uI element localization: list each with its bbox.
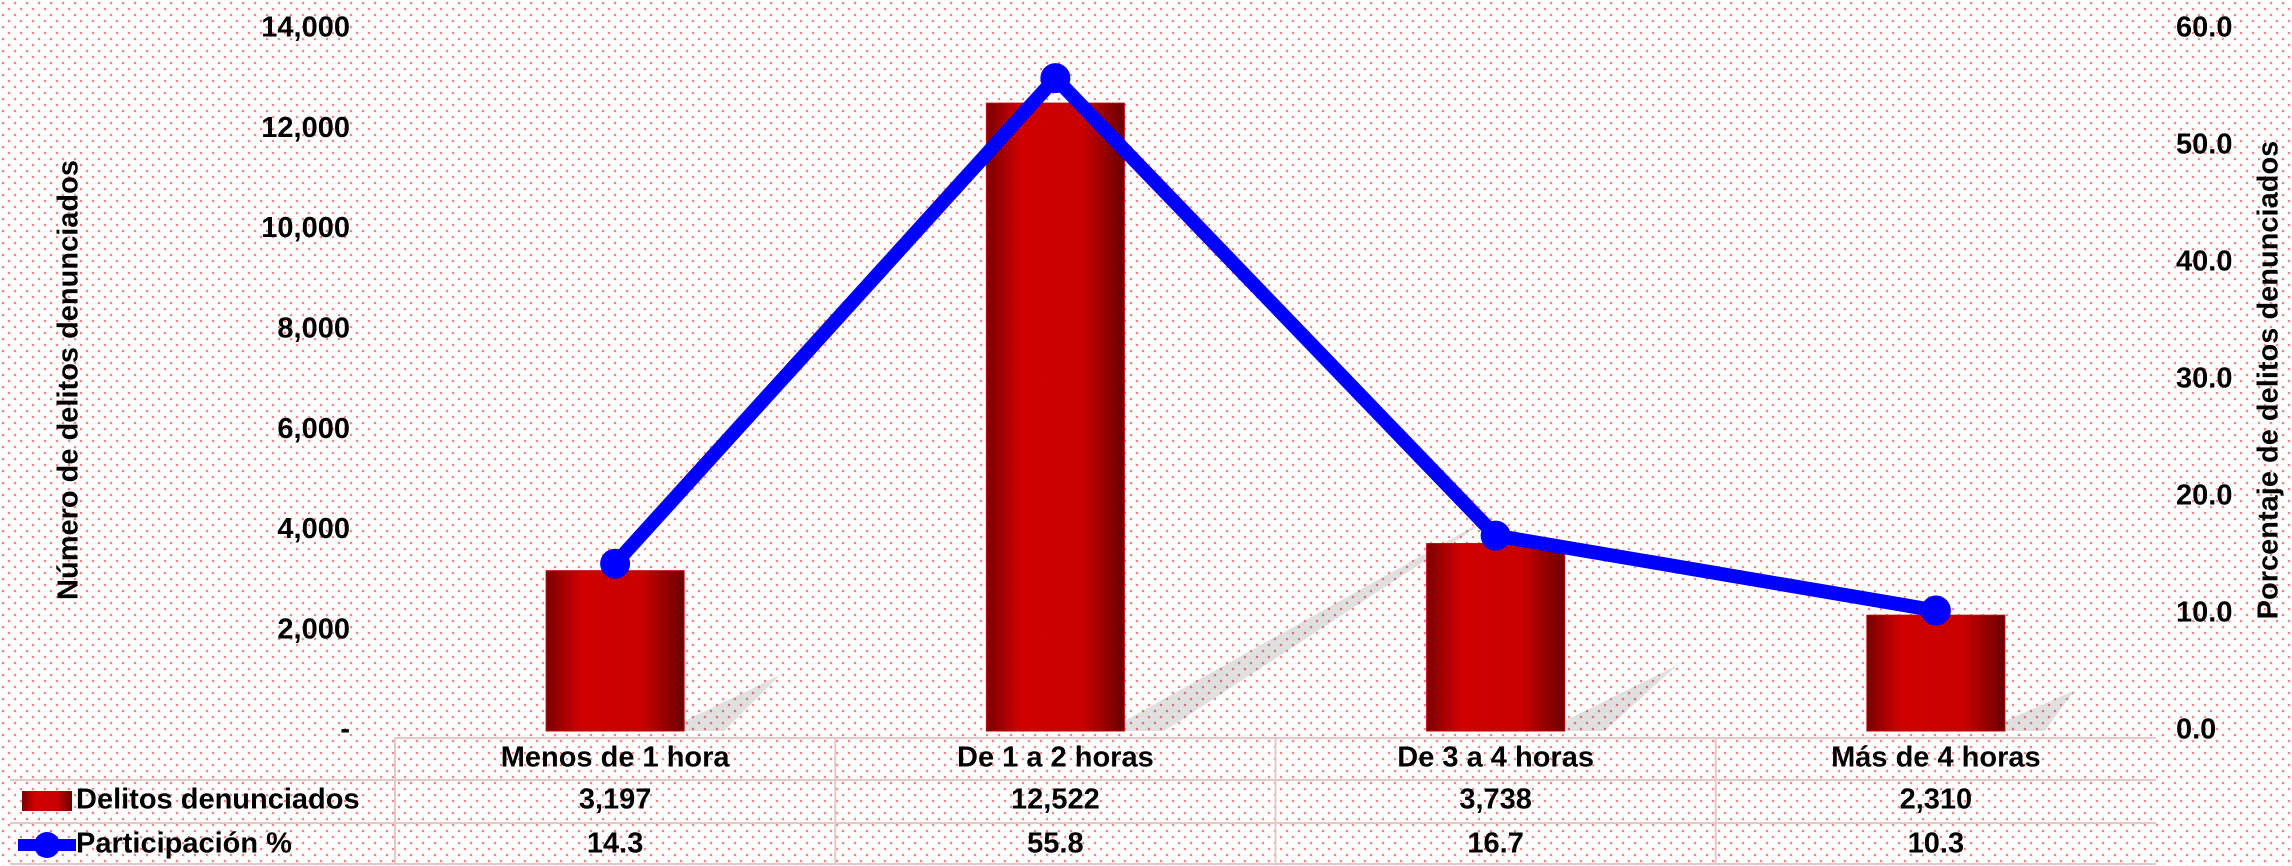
data-label: 3,738: [1459, 784, 1532, 816]
y-axis-label: Número de delitos denunciados: [53, 160, 85, 600]
data-label: 55.8: [1027, 828, 1083, 860]
y2-tick-label: 0.0: [2176, 714, 2216, 746]
x-tick-label: Más de 4 horas: [1831, 742, 2041, 774]
y2-axis-label: Porcentaje de delitos denunciados: [2253, 141, 2285, 620]
legend-label: Participación %: [76, 828, 292, 860]
y-tick-label: 2,000: [277, 613, 350, 645]
line: [609, 71, 1938, 618]
legend-swatch: [34, 832, 60, 858]
bar: [1426, 543, 1566, 732]
bar: [1866, 614, 2006, 732]
line-marker: [1040, 63, 1071, 94]
y-tick-label: 14,000: [261, 12, 350, 44]
bar: [985, 102, 1125, 732]
bar: [545, 570, 685, 732]
data-label: 2,310: [1900, 784, 1973, 816]
y-tick-label: 6,000: [277, 413, 350, 445]
y2-tick-label: 60.0: [2176, 12, 2232, 44]
bar-shadow: [2004, 690, 2075, 731]
y-tick-label: -: [340, 714, 350, 746]
x-tick-label: De 1 a 2 horas: [957, 742, 1154, 774]
data-table: [10, 737, 2156, 865]
y2-tick-label: 20.0: [2176, 480, 2232, 512]
x-tick-label: Menos de 1 hora: [501, 742, 731, 774]
data-label: 12,522: [1011, 784, 1100, 816]
line-marker: [600, 548, 631, 579]
data-label: 3,197: [579, 784, 652, 816]
data-label: 10.3: [1908, 828, 1964, 860]
bar-shadow: [1564, 665, 1678, 731]
y-tick-label: 10,000: [261, 212, 350, 244]
y2-tick-label: 40.0: [2176, 246, 2232, 278]
bar-shadow: [1124, 511, 1502, 731]
y-tick-label: 8,000: [277, 313, 350, 345]
line-marker: [1920, 595, 1951, 626]
y2-tick-label: 50.0: [2176, 129, 2232, 161]
legend-swatch: [22, 791, 72, 811]
data-label: 16.7: [1467, 828, 1523, 860]
line-marker: [1480, 520, 1511, 551]
y2-tick-label: 10.0: [2176, 597, 2232, 629]
y2-tick-label: 30.0: [2176, 363, 2232, 395]
x-tick-label: De 3 a 4 horas: [1397, 742, 1594, 774]
legend-label: Delitos denunciados: [76, 784, 360, 816]
y-tick-label: 12,000: [261, 112, 350, 144]
y-tick-label: 4,000: [277, 513, 350, 545]
bar-shadow: [684, 674, 781, 731]
data-label: 14.3: [587, 828, 643, 860]
